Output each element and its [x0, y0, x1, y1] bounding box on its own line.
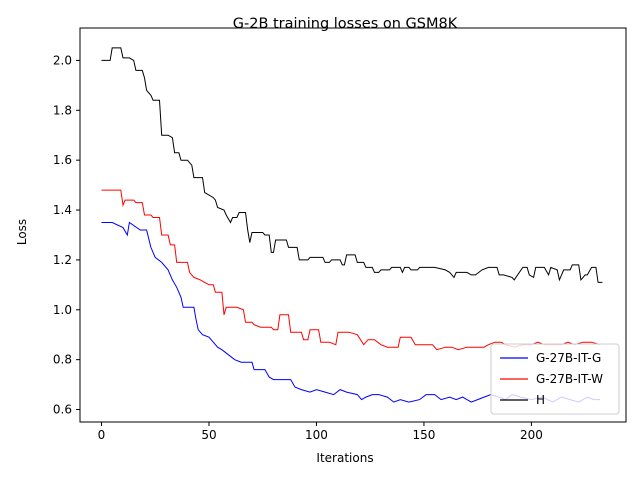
legend-label-1: G-27B-IT-W	[536, 372, 603, 386]
x-tick-label-1: 50	[201, 428, 216, 442]
y-tick-label-2: 1.0	[53, 303, 72, 317]
x-tick-label-2: 100	[305, 428, 328, 442]
series-line-2	[101, 47, 603, 283]
x-axis-ticks: 0 50 100 150 200	[98, 422, 543, 442]
y-axis-label: Loss	[15, 219, 29, 245]
legend: G-27B-IT-G G-27B-IT-W H	[490, 343, 620, 415]
legend-label-2: H	[536, 393, 545, 407]
x-tick-label-4: 200	[520, 428, 543, 442]
y-tick-label-3: 1.2	[53, 253, 72, 267]
y-tick-label-4: 1.4	[53, 203, 72, 217]
legend-box	[490, 343, 620, 415]
y-tick-label-7: 2.0	[53, 53, 72, 67]
plot-frame	[79, 27, 627, 423]
chart-title: G-2B training losses on GSM8K	[233, 16, 458, 32]
series-line-1	[101, 189, 601, 351]
legend-label-0: G-27B-IT-G	[536, 351, 601, 365]
x-tick-label-0: 0	[98, 428, 106, 442]
y-axis-ticks: 0.6 0.8 1.0 1.2 1.4 1.6 1.8 2.0	[53, 53, 80, 417]
x-axis-label: Iterations	[316, 451, 373, 465]
y-tick-label-6: 1.8	[53, 103, 72, 117]
x-tick-label-3: 150	[412, 428, 435, 442]
y-tick-label-0: 0.6	[53, 403, 72, 417]
y-tick-label-5: 1.6	[53, 153, 72, 167]
y-tick-label-1: 0.8	[53, 353, 72, 367]
